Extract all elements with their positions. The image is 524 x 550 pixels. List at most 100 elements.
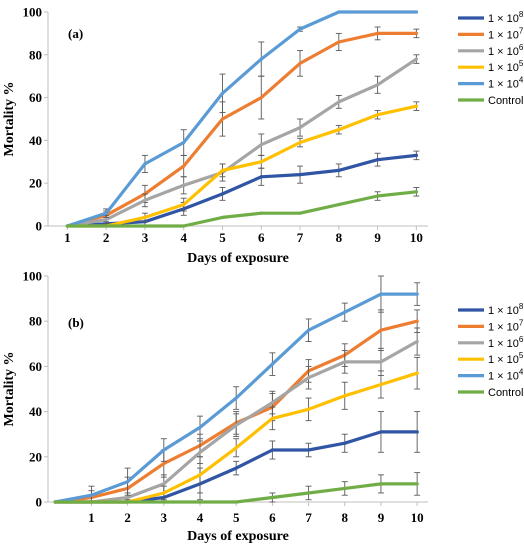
data-point	[182, 224, 186, 228]
data-point	[343, 486, 347, 491]
data-point	[298, 125, 302, 130]
data-point	[375, 10, 380, 14]
data-point	[104, 211, 108, 215]
data-point	[379, 328, 383, 332]
x-tick-label: 8	[336, 230, 343, 245]
y-tick-label: 100	[23, 5, 43, 20]
x-tick-label: 7	[297, 230, 304, 245]
legend-entry: Control	[488, 95, 523, 107]
x-tick-label: 4	[197, 510, 204, 525]
data-point	[126, 500, 130, 504]
data-point	[143, 162, 147, 166]
series-4	[65, 10, 418, 228]
x-tick-label: 5	[219, 230, 226, 245]
series-3	[65, 101, 420, 228]
data-point	[234, 466, 238, 470]
data-point	[89, 493, 94, 497]
y-tick-label: 80	[29, 47, 42, 62]
data-point	[259, 96, 263, 100]
x-tick-label: 10	[411, 510, 424, 525]
series-line	[65, 31, 418, 228]
data-point	[337, 10, 341, 14]
series-line	[65, 190, 418, 228]
y-axis-title: Mortality %	[2, 351, 17, 426]
data-point	[298, 173, 302, 177]
chart-panel-b: 0 20 40 60 80 100 1 2 3 4 5 6 7 8 9 10 Days of exposure M…	[2, 269, 524, 545]
series-line	[65, 57, 418, 228]
x-tick-label: 5	[233, 510, 240, 525]
data-point	[143, 215, 147, 220]
x-tick-label: 1	[88, 510, 95, 525]
data-point	[198, 450, 202, 454]
panel-label: (a)	[68, 26, 83, 41]
x-tick-label: 9	[378, 510, 385, 525]
y-tick-label: 60	[29, 359, 42, 374]
x-tick-label: 2	[124, 510, 131, 525]
data-point	[182, 203, 186, 207]
data-point	[306, 376, 311, 380]
x-tick-label: 1	[64, 230, 71, 245]
data-point	[259, 211, 263, 215]
data-point	[270, 448, 274, 452]
data-point	[259, 175, 263, 179]
data-point	[298, 211, 302, 215]
data-point	[89, 500, 94, 504]
chart-panel-a: 0 20 40 60 80 100 1 2 3 4 5 6 7 8 9 10 Days of exposure M…	[2, 5, 524, 267]
data-point	[343, 310, 347, 314]
series-line	[65, 10, 418, 228]
data-point	[375, 194, 380, 198]
data-point	[375, 31, 380, 35]
data-point	[414, 190, 418, 194]
data-point	[198, 425, 202, 430]
data-point	[379, 382, 383, 387]
legend-entry: 1 × 105	[488, 59, 524, 74]
x-tick-label: 3	[142, 230, 149, 245]
data-point	[343, 360, 347, 364]
legend-entry: 1 × 107	[488, 318, 524, 333]
data-point	[375, 113, 380, 117]
data-point	[259, 160, 263, 164]
legend-entry: Control	[488, 387, 523, 399]
data-point	[162, 500, 166, 504]
data-point	[234, 423, 238, 427]
data-point	[270, 495, 274, 500]
series-5	[65, 187, 420, 228]
data-point	[337, 100, 341, 104]
data-point	[306, 328, 311, 332]
legend-entry: 1 × 104	[488, 368, 524, 383]
data-point	[198, 500, 202, 504]
data-point	[414, 10, 418, 14]
data-point	[415, 482, 419, 486]
series-2	[65, 54, 420, 228]
x-tick-label: 2	[103, 230, 110, 245]
panel-label: (b)	[68, 315, 84, 330]
data-point	[220, 117, 225, 121]
data-point	[415, 430, 419, 434]
series-2	[53, 327, 421, 504]
data-point	[182, 183, 186, 187]
data-point	[298, 140, 302, 145]
data-point	[259, 57, 263, 61]
legend-entry: 1 × 107	[488, 26, 524, 41]
data-point	[375, 83, 380, 87]
data-point	[104, 224, 108, 228]
data-point	[162, 448, 166, 452]
y-tick-label: 20	[29, 176, 42, 191]
data-point	[259, 143, 263, 147]
data-point	[298, 27, 302, 31]
data-point	[126, 495, 130, 500]
data-point	[65, 224, 69, 228]
data-point	[270, 362, 274, 366]
data-point	[234, 446, 238, 450]
x-tick-label: 3	[161, 510, 168, 525]
data-point	[337, 128, 341, 132]
x-tick-label: 7	[305, 510, 312, 525]
data-point	[415, 371, 419, 375]
data-point	[53, 500, 57, 504]
data-point	[337, 203, 341, 207]
x-axis-title: Days of exposure	[187, 251, 289, 266]
data-point	[379, 482, 383, 486]
data-point	[414, 31, 418, 35]
data-point	[306, 448, 311, 452]
legend-entry: 1 × 105	[488, 351, 524, 366]
